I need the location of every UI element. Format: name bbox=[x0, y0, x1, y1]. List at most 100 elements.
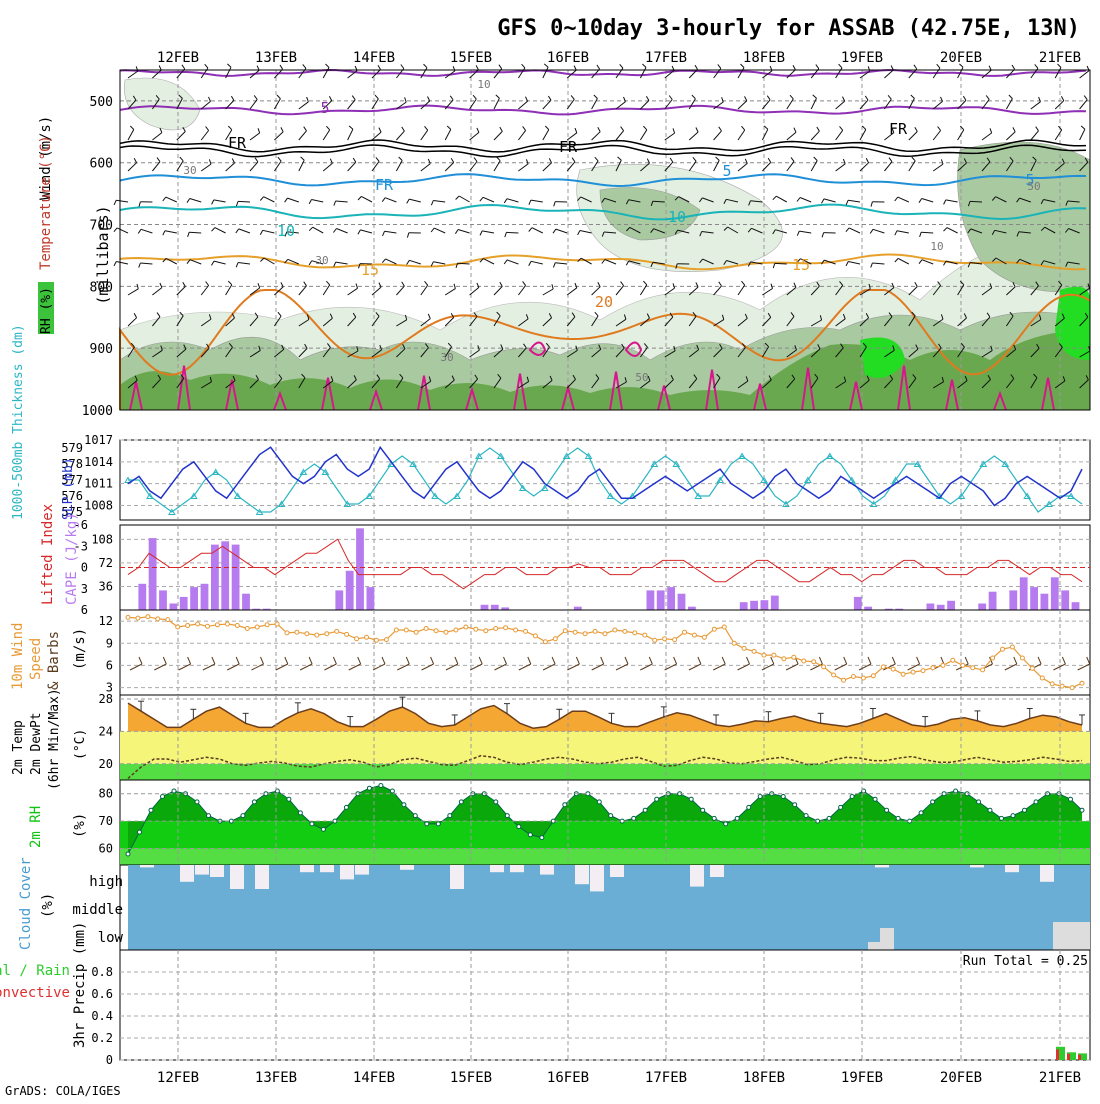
rh-point bbox=[436, 822, 440, 826]
wind-speed-point bbox=[712, 627, 716, 631]
wind-speed-point bbox=[136, 616, 140, 620]
cape-bar bbox=[481, 605, 489, 610]
temp-ylabel-a: 2m Temp bbox=[11, 720, 26, 775]
wind-tick-label: 12 bbox=[99, 614, 113, 628]
wind-speed-point bbox=[1010, 645, 1014, 649]
contour-label: 30 bbox=[183, 164, 196, 177]
rh-point bbox=[448, 814, 452, 818]
cape-bar bbox=[761, 600, 769, 610]
bottom-date-label: 21FEB bbox=[1039, 1070, 1081, 1086]
wind-speed-point bbox=[692, 633, 696, 637]
cape-bar bbox=[356, 528, 364, 610]
cape-bar bbox=[1030, 587, 1038, 610]
precip-ylabel-b: Total / Rain bbox=[0, 963, 70, 979]
bottom-date-label: 15FEB bbox=[450, 1070, 492, 1086]
bottom-date-label: 16FEB bbox=[547, 1070, 589, 1086]
wind-ylabel-a: 10m Wind bbox=[10, 623, 26, 690]
top-date-label: 16FEB bbox=[547, 50, 589, 66]
low-cloud-bar bbox=[880, 928, 894, 950]
high-cloud-bar bbox=[610, 865, 624, 877]
wind-speed-point bbox=[653, 638, 657, 642]
wind-speed-point bbox=[911, 670, 915, 674]
wind-speed-point bbox=[394, 628, 398, 632]
slp-tick-label: 1017 bbox=[84, 433, 113, 447]
slp-panel-frame bbox=[120, 440, 1090, 520]
wind-speed-point bbox=[355, 637, 359, 641]
rh-point bbox=[689, 797, 693, 801]
cape-bar bbox=[740, 602, 748, 610]
cape-bar bbox=[232, 545, 240, 610]
wind-speed-point bbox=[504, 626, 508, 630]
cape-tick-label: 36 bbox=[99, 579, 113, 593]
slp-ylabel-left: 1000-500mb Thickness (dm) bbox=[11, 324, 26, 520]
wind-speed-point bbox=[772, 653, 776, 657]
rh-point bbox=[402, 803, 406, 807]
rh-point bbox=[1000, 816, 1004, 820]
wind-ylabel-b: Speed bbox=[28, 638, 44, 680]
cape-bar bbox=[190, 587, 198, 610]
wind-speed-point bbox=[474, 627, 478, 631]
precip-tick-label: 0 bbox=[106, 1053, 113, 1067]
wind-speed-point bbox=[921, 669, 925, 673]
pressure-tick-label: 500 bbox=[90, 95, 113, 110]
slp-ylabel-right: SLP (mb) bbox=[61, 457, 76, 520]
rh-point bbox=[459, 800, 463, 804]
wind-speed-point bbox=[593, 629, 597, 633]
wind-speed-point bbox=[235, 624, 239, 628]
wind-speed-point bbox=[722, 625, 726, 629]
temp-tick-label: 24 bbox=[99, 724, 113, 738]
wind-speed-point bbox=[404, 628, 408, 632]
cape-bar bbox=[170, 604, 178, 611]
rh-point bbox=[724, 822, 728, 826]
wind-speed-point bbox=[643, 633, 647, 637]
rh-ylabel: 2m RH bbox=[28, 806, 44, 848]
wind-speed-point bbox=[613, 628, 617, 632]
high-cloud-bar bbox=[710, 865, 724, 877]
wind-speed-point bbox=[861, 676, 865, 680]
rh-band-below-60 bbox=[120, 849, 1090, 865]
thickness-tick-label: 579 bbox=[61, 441, 83, 455]
wind-speed-point bbox=[742, 646, 746, 650]
bottom-date-label: 18FEB bbox=[743, 1070, 785, 1086]
high-cloud-bar bbox=[195, 865, 209, 875]
wind-speed-point bbox=[603, 632, 607, 636]
rh-point bbox=[494, 800, 498, 804]
wind-speed-point bbox=[265, 623, 269, 627]
wind-speed-point bbox=[325, 632, 329, 636]
rh-point bbox=[735, 816, 739, 820]
wind-speed-point bbox=[1070, 686, 1074, 690]
wind-barb-staff bbox=[775, 263, 787, 264]
top-date-label: 15FEB bbox=[450, 50, 492, 66]
high-cloud-bar bbox=[690, 865, 704, 887]
wind-speed-point bbox=[424, 627, 428, 631]
rh-point bbox=[161, 795, 165, 799]
precip-ylabel-c: Convective bbox=[0, 985, 70, 1001]
high-cloud-bar bbox=[300, 865, 314, 872]
wind-speed-point bbox=[176, 625, 180, 629]
wind-speed-point bbox=[881, 665, 885, 669]
wind-speed-point bbox=[832, 673, 836, 677]
high-cloud-bar bbox=[1005, 865, 1019, 872]
wind-speed-point bbox=[524, 629, 528, 633]
upper-ylabel-rh: RH (%) bbox=[39, 287, 54, 334]
wind-speed-point bbox=[553, 637, 557, 641]
rh-point bbox=[1034, 800, 1038, 804]
precip-tick-label: 0.8 bbox=[91, 965, 113, 979]
cape-bar bbox=[335, 590, 343, 610]
rh-point bbox=[919, 811, 923, 815]
rh-tick-label: 70 bbox=[99, 814, 113, 828]
rh-point bbox=[138, 830, 142, 834]
cape-bar bbox=[138, 584, 146, 610]
wind-speed-point bbox=[802, 659, 806, 663]
rh-point bbox=[931, 800, 935, 804]
rh-point bbox=[850, 795, 854, 799]
wind-speed-point bbox=[792, 655, 796, 659]
wind-tick-label: 9 bbox=[106, 636, 113, 650]
wind-speed-point bbox=[166, 618, 170, 622]
wind-speed-point bbox=[494, 627, 498, 631]
cape-bar bbox=[149, 538, 157, 610]
